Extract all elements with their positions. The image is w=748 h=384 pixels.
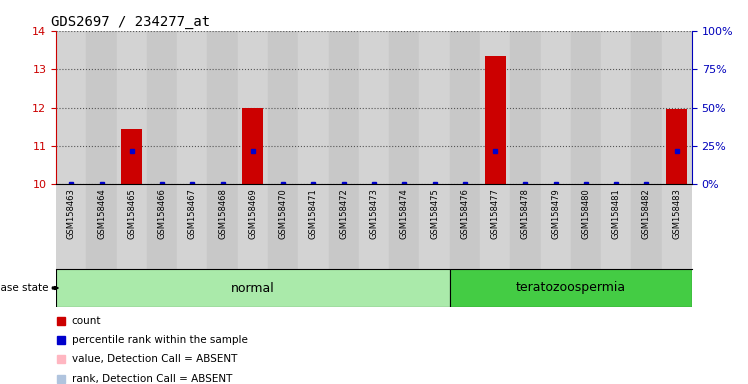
Bar (420, 31, 450, 184)
Bar (147, 184, 177, 269)
Bar (117, 184, 147, 269)
Bar (601, 31, 631, 184)
Bar (359, 184, 389, 269)
Bar (662, 184, 692, 269)
Bar (298, 184, 328, 269)
Bar (571, 31, 601, 184)
Text: GSM158473: GSM158473 (370, 189, 378, 239)
Text: GSM158466: GSM158466 (158, 189, 167, 239)
Bar (389, 184, 420, 269)
Bar (268, 31, 298, 184)
Bar (177, 31, 207, 184)
Bar (328, 184, 359, 269)
Bar (238, 31, 268, 184)
Text: GSM158463: GSM158463 (67, 189, 76, 239)
Bar (147, 31, 177, 184)
Text: GSM158481: GSM158481 (612, 189, 621, 239)
Bar (389, 31, 420, 184)
Bar (207, 31, 238, 184)
Bar (207, 184, 238, 269)
Text: percentile rank within the sample: percentile rank within the sample (72, 335, 248, 345)
Text: GSM158465: GSM158465 (127, 189, 136, 239)
Text: GSM158479: GSM158479 (551, 189, 560, 239)
Bar (510, 184, 541, 269)
Bar (666, 109, 687, 184)
Bar (450, 184, 480, 269)
Bar (238, 184, 268, 269)
Text: GSM158471: GSM158471 (309, 189, 318, 239)
Bar (268, 184, 298, 269)
Bar (510, 31, 541, 184)
Text: GSM158475: GSM158475 (430, 189, 439, 239)
Bar (56, 184, 86, 269)
Bar (485, 56, 506, 184)
Bar (631, 31, 662, 184)
Text: GSM158469: GSM158469 (248, 189, 257, 239)
Bar (242, 108, 263, 184)
Text: GSM158482: GSM158482 (642, 189, 651, 239)
Text: GSM158464: GSM158464 (97, 189, 106, 239)
Bar (121, 129, 142, 184)
Bar (601, 184, 631, 269)
Bar (86, 184, 117, 269)
Bar (541, 184, 571, 269)
Text: GSM158483: GSM158483 (672, 189, 681, 239)
Bar (359, 31, 389, 184)
Text: disease state: disease state (0, 283, 49, 293)
Bar (328, 31, 359, 184)
Bar (541, 31, 571, 184)
Bar (480, 31, 510, 184)
Bar (298, 31, 328, 184)
Bar (450, 31, 480, 184)
Text: count: count (72, 316, 101, 326)
Text: GSM158470: GSM158470 (279, 189, 288, 239)
Text: GSM158467: GSM158467 (188, 189, 197, 239)
Text: value, Detection Call = ABSENT: value, Detection Call = ABSENT (72, 354, 237, 364)
Bar (420, 184, 450, 269)
Bar (450, 269, 692, 307)
Text: GDS2697 / 234277_at: GDS2697 / 234277_at (52, 15, 210, 29)
Bar (480, 184, 510, 269)
Text: GSM158480: GSM158480 (581, 189, 590, 239)
Bar (56, 31, 86, 184)
Bar (631, 184, 662, 269)
Text: GSM158476: GSM158476 (460, 189, 469, 239)
Bar (117, 31, 147, 184)
Text: GSM158468: GSM158468 (218, 189, 227, 239)
Text: GSM158474: GSM158474 (399, 189, 408, 239)
Bar (662, 31, 692, 184)
Text: GSM158477: GSM158477 (491, 189, 500, 239)
Text: rank, Detection Call = ABSENT: rank, Detection Call = ABSENT (72, 374, 232, 384)
Bar (86, 31, 117, 184)
Text: teratozoospermia: teratozoospermia (515, 281, 626, 295)
Bar (571, 184, 601, 269)
Text: normal: normal (231, 281, 275, 295)
Bar (177, 184, 207, 269)
Text: GSM158478: GSM158478 (521, 189, 530, 239)
Bar (56, 269, 450, 307)
Text: GSM158472: GSM158472 (340, 189, 349, 239)
